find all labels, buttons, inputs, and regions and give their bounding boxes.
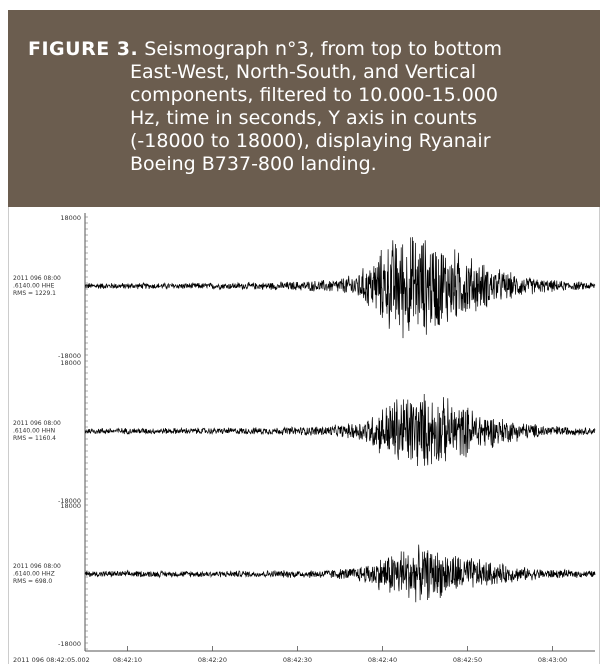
x-tick-label: 08:42:30: [283, 656, 312, 664]
x-tick-label: 08:42:20: [198, 656, 227, 664]
x-tick-label: 08:43:00: [538, 656, 567, 664]
caption-line-6: Boeing B737-800 landing.: [130, 153, 377, 175]
channel-label: RMS = 1160.4: [13, 435, 56, 442]
waveform-hhn: [84, 393, 596, 467]
caption-line-1: FIGURE 3. Seismograph n°3, from top to b…: [28, 38, 502, 61]
y-tick-label-top: 18000: [60, 359, 81, 367]
channel-label: RMS = 698.0: [13, 578, 52, 585]
figure-caption: FIGURE 3. Seismograph n°3, from top to b…: [8, 10, 600, 207]
y-tick-label-bottom: -18000: [58, 352, 81, 360]
y-tick-label-bottom: -18000: [58, 640, 81, 648]
x-tick-label: 08:42:10: [113, 656, 142, 664]
channel-label: .6140.00 HHZ: [13, 571, 55, 578]
channel-label: .6140.00 HHN: [13, 428, 55, 435]
y-tick-label-bottom: -18000: [58, 497, 81, 505]
channel-label: .6140.00 HHE: [13, 283, 55, 290]
y-tick-label-top: 18000: [60, 214, 81, 222]
x-tick-label: 08:42:40: [368, 656, 397, 664]
caption-line-2: East-West, North-South, and Vertical: [130, 61, 477, 83]
caption-line-3: components, filtered to 10.000-15.000: [130, 84, 498, 106]
y-tick-label-top: 18000: [60, 502, 81, 510]
waveform-hhe: [84, 237, 596, 339]
channel-label: 2011 096 08:00: [13, 275, 61, 282]
channel-label: 2011 096 08:00: [13, 563, 61, 570]
caption-text-1: Seismograph n°3, from top to bottom: [144, 38, 502, 60]
channel-label: RMS = 1229.1: [13, 290, 56, 297]
waveform-hhz: [84, 544, 596, 603]
figure-label: FIGURE 3.: [28, 38, 139, 60]
seismograph-chart: 2011 096 08:42:05.002 08:42:10 08:42:20 08:…: [13, 213, 596, 664]
channel-label: 2011 096 08:00: [13, 420, 61, 427]
caption-line-5: (-18000 to 18000), displaying Ryanair: [130, 130, 491, 152]
caption-line-4: Hz, time in seconds, Y axis in counts: [130, 107, 478, 129]
x-tick-label: 08:42:50: [453, 656, 482, 664]
seismograph-plot-area: 2011 096 08:42:05.002 08:42:10 08:42:20 08:…: [8, 207, 600, 664]
x-tick-label: 2011 096 08:42:05.002: [13, 656, 90, 664]
